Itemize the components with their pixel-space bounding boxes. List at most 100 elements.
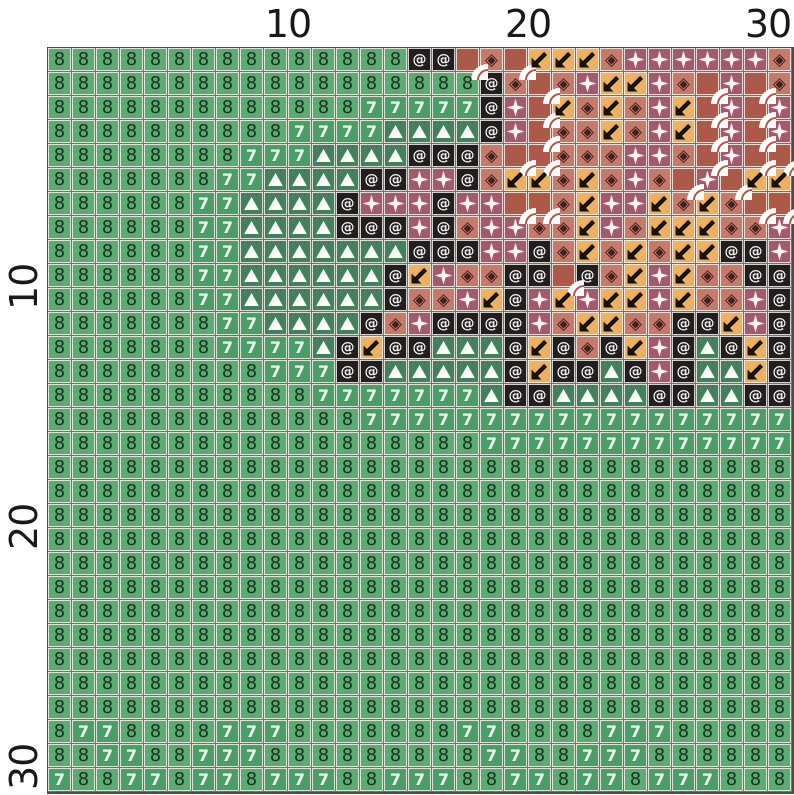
stitch-cell-eight-on-green: 8	[336, 96, 360, 120]
stitch-cell-eight-on-green: 8	[336, 768, 360, 792]
stitch-cell-eight-on-green: 8	[504, 696, 528, 720]
diamond-dot-on-salmon-glyph: ◈	[532, 217, 547, 238]
eight-on-green-glyph: 8	[125, 624, 138, 646]
stitch-cell-eight-on-green: 8	[384, 48, 408, 72]
four-point-star-on-rose-icon	[506, 242, 525, 261]
stitch-cell-seven-on-dark-green: 7	[312, 120, 336, 144]
eight-on-green-glyph: 8	[485, 576, 498, 598]
stitch-cell-eight-on-green: 8	[72, 360, 96, 384]
stitch-cell-diamond-dot-on-salmon: ◈	[696, 288, 720, 312]
eight-on-green-glyph: 8	[557, 744, 570, 766]
stitch-cell-eight-on-green: 8	[360, 744, 384, 768]
stitch-cell-eight-on-green: 8	[384, 456, 408, 480]
at-sign-on-black-glyph: @	[484, 123, 499, 140]
stitch-cell-at-sign-on-black: @	[576, 264, 600, 288]
eight-on-green-glyph: 8	[653, 648, 666, 670]
stitch-cell-eight-on-green: 8	[48, 744, 72, 768]
stitch-cell-seven-on-dark-green: 7	[696, 768, 720, 792]
eight-on-green-glyph: 8	[533, 672, 546, 694]
stitch-cell-eight-on-green: 8	[216, 528, 240, 552]
stitch-cell-eight-on-green: 8	[144, 480, 168, 504]
stitch-cell-eight-on-green: 8	[48, 264, 72, 288]
stitch-cell-eight-on-green: 8	[312, 744, 336, 768]
eight-on-green-glyph: 8	[125, 504, 138, 526]
seven-on-dark-green-glyph: 7	[317, 121, 330, 141]
stitch-cell-eight-on-green: 8	[288, 96, 312, 120]
eight-on-green-glyph: 8	[317, 96, 330, 118]
stitch-cell-eight-on-green: 8	[336, 480, 360, 504]
eight-on-green-glyph: 8	[389, 72, 402, 94]
diamond-dot-on-salmon-glyph: ◈	[724, 217, 739, 238]
eight-on-green-glyph: 8	[53, 240, 66, 262]
stitch-cell-eight-on-green: 8	[288, 432, 312, 456]
eight-on-green-glyph: 8	[149, 480, 162, 502]
triangle-on-sage-icon	[292, 293, 307, 306]
stitch-cell-eight-on-green: 8	[456, 552, 480, 576]
stitch-cell-seven-on-dark-green: 7	[408, 408, 432, 432]
stitch-cell-at-sign-on-black: @	[768, 360, 792, 384]
stitch-cell-eight-on-green: 8	[120, 696, 144, 720]
eight-on-green-glyph: 8	[461, 528, 474, 550]
eight-on-green-glyph: 8	[197, 312, 210, 334]
triangle-on-sage-icon	[604, 389, 619, 402]
stitch-cell-diamond-dot-on-salmon: ◈	[696, 264, 720, 288]
eight-on-green-glyph: 8	[581, 720, 594, 742]
stitch-cell-eight-on-green: 8	[648, 648, 672, 672]
eight-on-green-glyph: 8	[101, 264, 114, 286]
stitch-cell-eight-on-green: 8	[360, 576, 384, 600]
eight-on-green-glyph: 8	[101, 72, 114, 94]
seven-on-dark-green-glyph: 7	[245, 721, 258, 741]
stitch-cell-eight-on-green: 8	[528, 624, 552, 648]
eight-on-green-glyph: 8	[461, 480, 474, 502]
stitch-cell-eight-on-green: 8	[384, 576, 408, 600]
at-sign-on-black-glyph: @	[508, 267, 523, 284]
stitch-cell-triangle-on-sage	[552, 384, 576, 408]
stitch-cell-seven-on-dark-green: 7	[384, 96, 408, 120]
stitch-cell-eight-on-green: 8	[720, 720, 744, 744]
stitch-cell-arrow-southwest-on-orange	[672, 216, 696, 240]
eight-on-green-glyph: 8	[701, 552, 714, 574]
triangle-on-sage-icon	[292, 269, 307, 282]
seven-on-dark-green-glyph: 7	[701, 769, 714, 789]
eight-on-green-glyph: 8	[53, 504, 66, 526]
eight-on-green-glyph: 8	[101, 288, 114, 310]
stitch-cell-arrow-southwest-on-orange	[528, 360, 552, 384]
at-sign-on-black-glyph: @	[604, 339, 619, 356]
eight-on-green-glyph: 8	[341, 528, 354, 550]
stitch-cell-eight-on-green: 8	[528, 600, 552, 624]
stitch-cell-eight-on-green: 8	[192, 576, 216, 600]
y-tick-label: 20	[2, 503, 46, 550]
seven-on-dark-green-glyph: 7	[629, 745, 642, 765]
seven-on-dark-green-glyph: 7	[197, 265, 210, 285]
eight-on-green-glyph: 8	[77, 408, 90, 430]
four-point-star-on-rose-icon	[578, 74, 597, 93]
stitch-cell-eight-on-green: 8	[216, 624, 240, 648]
four-point-star-on-rose-icon	[410, 170, 429, 189]
stitch-cell-eight-on-green: 8	[264, 408, 288, 432]
eight-on-green-glyph: 8	[605, 552, 618, 574]
stitch-cell-eight-on-green: 8	[96, 72, 120, 96]
seven-on-dark-green-glyph: 7	[341, 385, 354, 405]
eight-on-green-glyph: 8	[173, 240, 186, 262]
stitch-cell-eight-on-green: 8	[72, 768, 96, 792]
eight-on-green-glyph: 8	[509, 576, 522, 598]
stitch-cell-at-sign-on-black: @	[672, 312, 696, 336]
stitch-cell-arrow-southwest-on-orange	[624, 336, 648, 360]
stitch-cell-four-point-star-on-rose	[648, 264, 672, 288]
stitch-cell-eight-on-green: 8	[96, 48, 120, 72]
eight-on-green-glyph: 8	[293, 576, 306, 598]
stitch-cell-eight-on-green: 8	[144, 72, 168, 96]
seven-on-dark-green-glyph: 7	[437, 97, 450, 117]
eight-on-green-glyph: 8	[389, 432, 402, 454]
arrow-southwest-on-orange-icon	[363, 339, 380, 356]
stitch-cell-eight-on-green: 8	[744, 528, 768, 552]
eight-on-green-glyph: 8	[125, 672, 138, 694]
eight-on-green-glyph: 8	[701, 624, 714, 646]
eight-on-green-glyph: 8	[581, 696, 594, 718]
stitch-cell-at-sign-on-black: @	[696, 312, 720, 336]
eight-on-green-glyph: 8	[701, 648, 714, 670]
four-point-star-on-rose-icon	[506, 122, 525, 141]
eight-on-green-glyph: 8	[293, 528, 306, 550]
stitch-cell-triangle-on-sage	[456, 120, 480, 144]
triangle-on-sage-icon	[484, 341, 499, 354]
